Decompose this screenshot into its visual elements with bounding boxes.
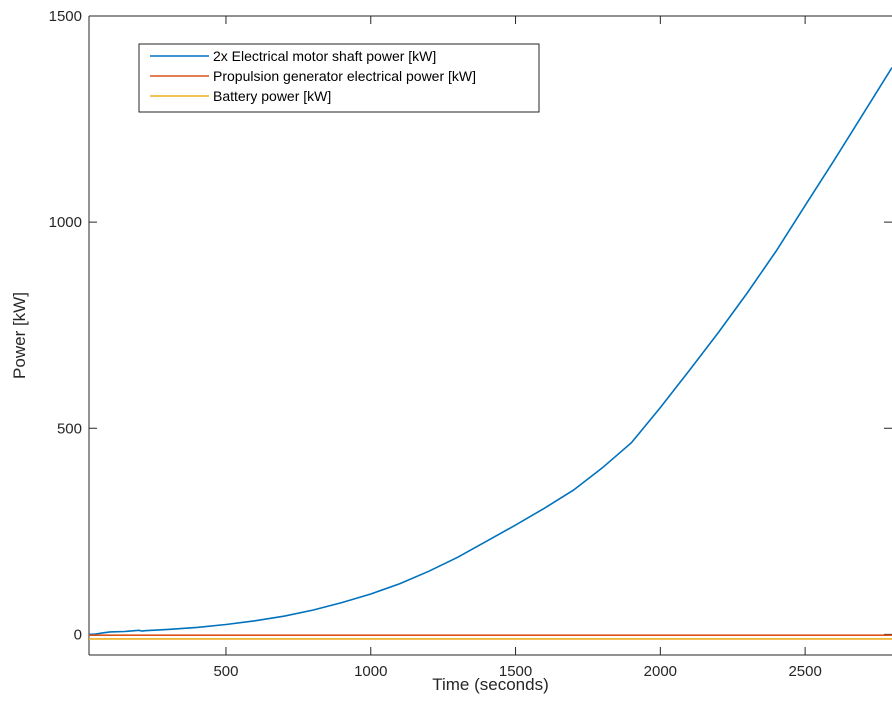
series-layer [88,67,892,640]
series-line-1 [88,67,892,636]
y-axis: 0 500 1000 1500 [49,8,892,643]
y-tick-label: 0 [74,626,82,643]
x-axis-label: Time (seconds) [432,675,549,694]
y-tick-label: 1500 [49,8,82,25]
legend-label-1: 2x Electrical motor shaft power [kW] [213,48,436,64]
legend: 2x Electrical motor shaft power [kW] Prop… [138,43,540,113]
y-axis-label: Power [kW] [10,292,29,379]
legend-label-3: Battery power [kW] [213,88,331,104]
x-tick-label: 2500 [788,663,821,680]
x-tick-label: 500 [213,663,238,680]
x-tick-label: 2000 [644,663,677,680]
y-tick-label: 1000 [49,214,82,231]
plot-area [88,15,892,656]
x-tick-label: 1000 [354,663,387,680]
x-axis: 500 1000 1500 2000 2500 [213,16,822,680]
legend-label-2: Propulsion generator electrical power [k… [213,68,476,84]
x-tick-label: 1500 [499,663,532,680]
y-tick-label: 500 [57,420,82,437]
